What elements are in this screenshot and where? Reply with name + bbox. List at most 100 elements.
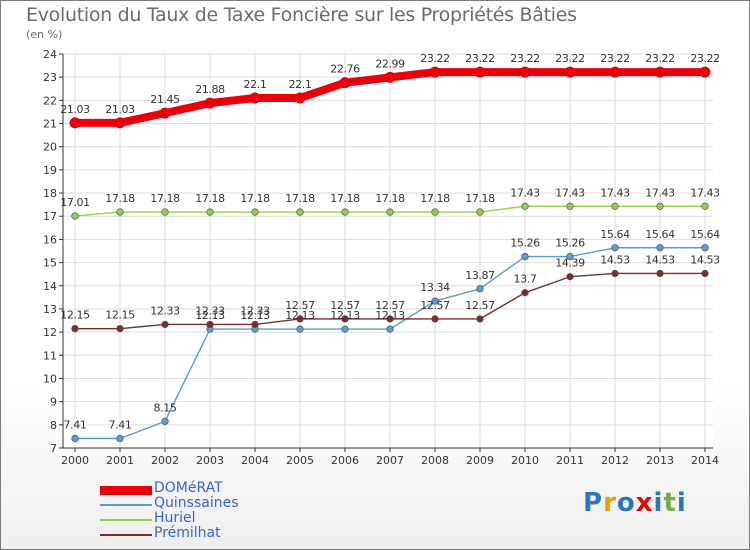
legend-label: DOMéRAT (154, 480, 223, 496)
data-point (611, 202, 619, 210)
data-label: 15.26 (555, 237, 585, 250)
data-point (699, 66, 711, 78)
data-label: 23.22 (645, 52, 675, 65)
data-point (114, 117, 126, 129)
data-point (521, 289, 529, 297)
legend-swatch (100, 504, 152, 506)
x-tick-label: 2001 (106, 454, 134, 467)
data-label: 13.34 (420, 281, 450, 294)
data-point (609, 66, 621, 78)
data-point (69, 117, 81, 129)
data-point (429, 66, 441, 78)
data-point (656, 269, 664, 278)
data-point (386, 325, 394, 333)
data-label: 23.22 (600, 52, 630, 65)
data-point (341, 325, 349, 333)
data-point (116, 208, 124, 216)
data-point (566, 202, 574, 210)
data-label: 13.7 (514, 273, 537, 286)
data-point (296, 208, 304, 216)
y-tick-label: 11 (43, 349, 57, 362)
data-point (71, 212, 79, 220)
data-point (701, 244, 709, 252)
data-point (521, 202, 529, 210)
data-point (251, 208, 259, 216)
data-label: 23.22 (555, 52, 585, 65)
logo-letter: i (676, 488, 687, 518)
x-tick-label: 2012 (601, 454, 629, 467)
data-label: 22.99 (375, 57, 405, 70)
y-tick-label: 16 (43, 233, 57, 246)
data-point (294, 92, 306, 104)
data-point (204, 97, 216, 109)
data-label: 17.18 (150, 192, 180, 205)
data-point (161, 417, 169, 425)
legend-label: Huriel (154, 510, 196, 526)
data-point (431, 208, 439, 216)
data-point (611, 269, 619, 278)
data-point (386, 315, 394, 323)
x-tick-label: 2000 (61, 454, 89, 467)
data-label: 15.64 (645, 228, 675, 241)
data-label: 17.18 (375, 192, 405, 205)
data-label: 14.53 (600, 253, 630, 266)
data-label: 12.33 (240, 304, 270, 317)
data-label: 21.45 (150, 93, 180, 106)
legend-swatch (100, 519, 152, 521)
data-point (249, 92, 261, 104)
y-tick-label: 13 (43, 303, 57, 316)
data-label: 23.22 (690, 52, 720, 65)
data-label: 17.18 (240, 192, 270, 205)
data-label: 12.57 (285, 299, 315, 312)
data-point (566, 273, 574, 281)
data-label: 12.57 (330, 299, 360, 312)
y-tick-label: 15 (43, 257, 57, 270)
data-point (476, 315, 484, 323)
y-tick-label: 17 (43, 210, 57, 223)
data-point (296, 315, 304, 323)
x-tick-label: 2010 (511, 454, 539, 467)
data-label: 12.15 (105, 309, 135, 322)
proxiti-logo: Proxiti (583, 488, 687, 518)
data-label: 15.64 (600, 228, 630, 241)
data-point (564, 66, 576, 78)
plot-area (63, 54, 713, 448)
data-label: 13.87 (465, 269, 495, 282)
data-label: 8.15 (154, 401, 177, 414)
data-label: 12.13 (195, 309, 225, 322)
data-label: 17.43 (510, 186, 540, 199)
data-label: 17.43 (600, 186, 630, 199)
data-point (71, 434, 79, 443)
data-label: 12.33 (150, 304, 180, 317)
data-label: 17.01 (60, 196, 90, 209)
logo-letter: P (583, 488, 604, 518)
data-label: 17.43 (690, 186, 720, 199)
x-tick-label: 2007 (376, 454, 404, 467)
data-point (476, 208, 484, 216)
data-point (341, 208, 349, 216)
data-label: 7.41 (109, 418, 132, 431)
data-label: 12.57 (465, 299, 495, 312)
data-point (656, 202, 664, 210)
data-point (116, 434, 124, 443)
legend-swatch (100, 485, 152, 495)
x-tick-label: 2014 (691, 454, 719, 467)
data-label: 15.64 (690, 228, 720, 241)
data-point (431, 315, 439, 323)
x-tick-label: 2005 (286, 454, 314, 467)
data-point (431, 297, 439, 305)
data-point (701, 202, 709, 210)
y-tick-label: 19 (43, 164, 57, 177)
y-tick-label: 12 (43, 326, 57, 339)
data-label: 21.03 (60, 103, 90, 116)
data-point (566, 252, 574, 261)
data-label: 15.26 (510, 237, 540, 250)
data-label: 12.57 (420, 299, 450, 312)
data-label: 21.88 (195, 83, 225, 96)
data-label: 12.33 (195, 304, 225, 317)
data-label: 17.18 (285, 192, 315, 205)
data-point (656, 244, 664, 252)
data-label: 23.22 (465, 52, 495, 65)
y-tick-label: 24 (43, 48, 57, 61)
data-point (701, 269, 709, 278)
